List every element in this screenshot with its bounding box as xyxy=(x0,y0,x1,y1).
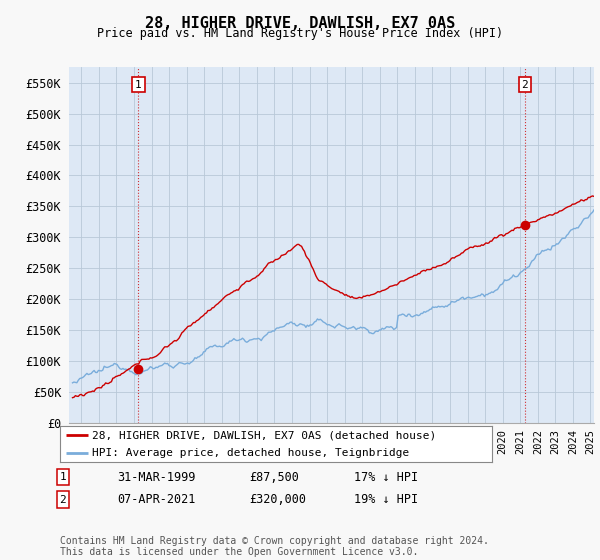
Text: 07-APR-2021: 07-APR-2021 xyxy=(117,493,196,506)
Text: 19% ↓ HPI: 19% ↓ HPI xyxy=(354,493,418,506)
Text: Contains HM Land Registry data © Crown copyright and database right 2024.
This d: Contains HM Land Registry data © Crown c… xyxy=(60,535,489,557)
Text: 31-MAR-1999: 31-MAR-1999 xyxy=(117,470,196,484)
Text: 17% ↓ HPI: 17% ↓ HPI xyxy=(354,470,418,484)
Text: 1: 1 xyxy=(135,80,142,90)
Text: £320,000: £320,000 xyxy=(249,493,306,506)
Text: 28, HIGHER DRIVE, DAWLISH, EX7 0AS: 28, HIGHER DRIVE, DAWLISH, EX7 0AS xyxy=(145,16,455,31)
Text: HPI: Average price, detached house, Teignbridge: HPI: Average price, detached house, Teig… xyxy=(92,448,410,458)
Text: 2: 2 xyxy=(59,494,67,505)
Text: £87,500: £87,500 xyxy=(249,470,299,484)
Text: Price paid vs. HM Land Registry's House Price Index (HPI): Price paid vs. HM Land Registry's House … xyxy=(97,27,503,40)
Text: 28, HIGHER DRIVE, DAWLISH, EX7 0AS (detached house): 28, HIGHER DRIVE, DAWLISH, EX7 0AS (deta… xyxy=(92,431,437,440)
Text: 2: 2 xyxy=(521,80,529,90)
Text: 1: 1 xyxy=(59,472,67,482)
